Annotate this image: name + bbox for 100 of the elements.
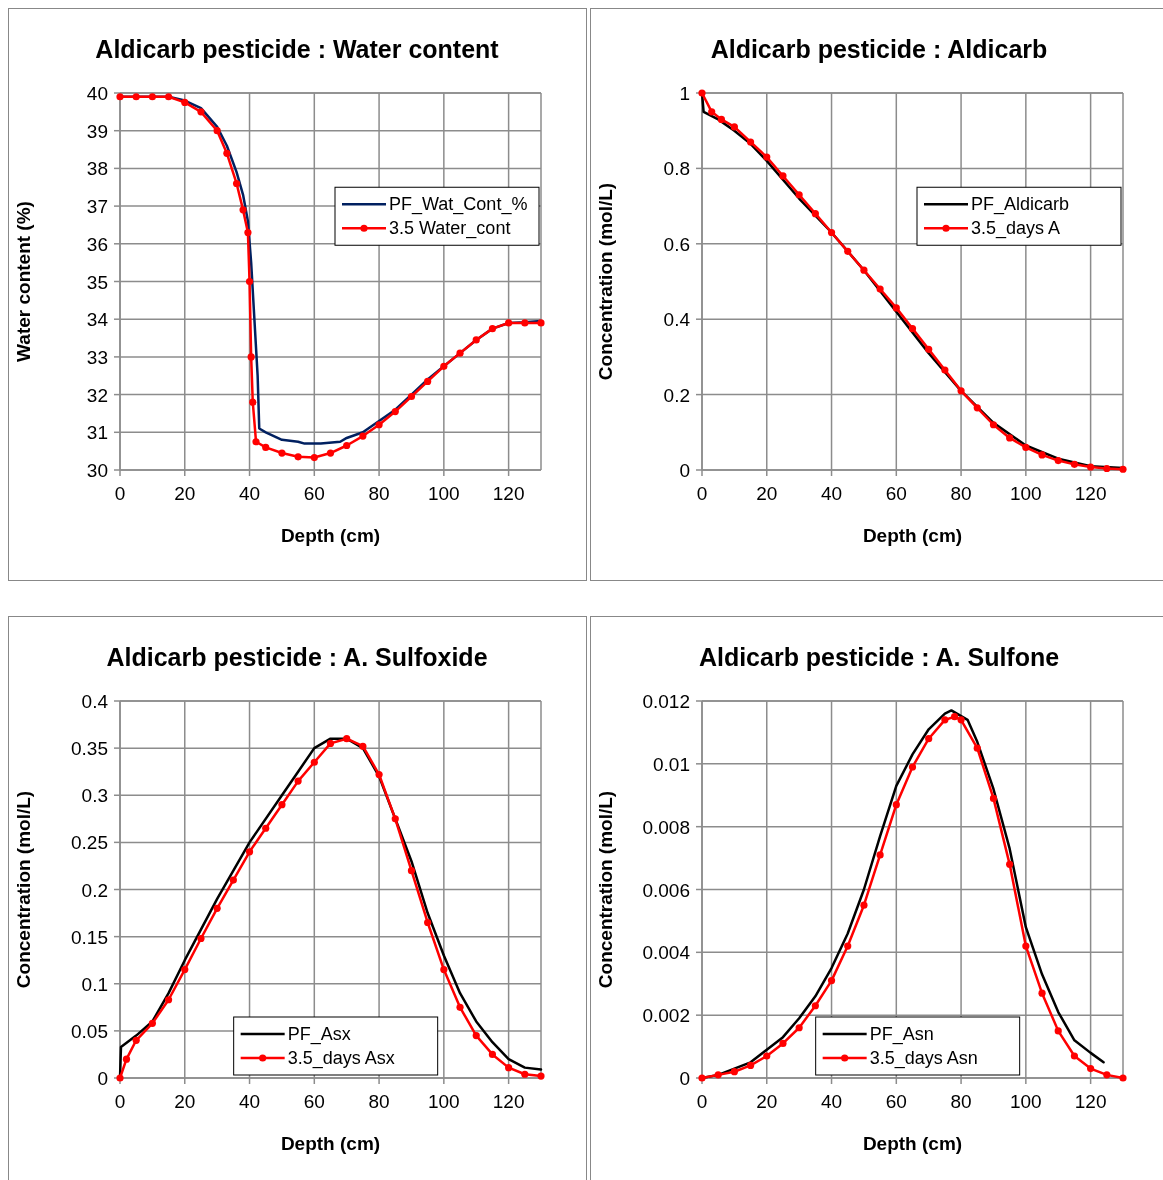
point [148,93,156,101]
y-tick-label: 0.4 [663,309,691,331]
point [122,1055,131,1063]
point [925,735,933,743]
x-tick-label: 80 [368,483,390,504]
y-tick-label: 0.3 [81,785,108,807]
point [1087,463,1095,471]
x-tick-label: 80 [368,1091,390,1112]
point [223,149,231,157]
point [440,362,448,370]
point [1022,443,1030,451]
point [521,1070,529,1078]
x-tick-label: 120 [1074,483,1107,504]
point [730,1068,738,1076]
x-tick-label: 40 [238,483,261,504]
y-axis-title: Concentration (mol/L) [595,182,616,381]
point [860,901,868,909]
point [245,277,254,286]
x-tick-label: 20 [174,483,196,504]
point [1006,434,1014,442]
y-tick-label: 40 [86,83,108,104]
point [957,716,965,724]
y-tick-label: 0.35 [71,738,108,760]
point [343,735,351,743]
y-tick-label: 33 [86,346,108,368]
point [908,325,917,333]
point [1103,1071,1111,1079]
x-tick-label: 0 [114,483,126,504]
point [795,191,803,199]
y-tick-label: 34 [86,309,109,331]
point [521,319,529,327]
point [245,848,254,856]
y-tick-label: 0.2 [81,879,108,901]
point [343,441,351,450]
x-tick-label: 60 [885,483,907,504]
point [957,387,965,395]
x-tick-label: 20 [756,483,778,504]
x-tick-label: 120 [492,1091,525,1112]
point [247,353,255,361]
point [1038,989,1046,997]
chart-title: Aldicarb pesticide : A. Sulfone [698,643,1060,671]
point [391,407,399,416]
y-tick-label: 0.6 [663,233,690,255]
y-tick-label: 39 [86,120,108,142]
point [132,93,140,101]
y-tick-label: 36 [86,233,108,255]
x-tick-label: 20 [756,1091,778,1112]
point [505,319,513,327]
x-tick-label: 100 [427,483,460,504]
x-tick-label: 40 [820,1091,843,1112]
x-tick-label: 60 [303,483,325,504]
point [941,716,949,724]
legend-label: 3.5 Water_cont [389,218,511,240]
y-tick-label: 0.008 [642,816,690,838]
point [537,319,545,327]
y-tick-label: 0.4 [81,691,109,712]
point [359,432,367,440]
y-tick-label: 0.15 [71,926,108,948]
point [440,966,448,974]
point [375,770,383,779]
point [1054,456,1062,465]
point [407,867,416,875]
point [505,1064,513,1072]
point [472,1031,480,1040]
chart-title: Aldicarb pesticide : Water content [95,35,500,63]
point [989,794,998,802]
point [294,453,302,461]
x-tick-label: 100 [427,1091,460,1112]
point [239,206,247,214]
point [375,421,383,429]
point [827,228,836,237]
x-axis-title: Depth (cm) [280,525,381,546]
y-tick-label: 1 [679,83,690,104]
point [746,1061,755,1070]
point [876,851,884,859]
point [310,758,318,766]
point [229,876,237,884]
chart-title: Aldicarb pesticide : Aldicarb [710,35,1048,63]
point [244,228,252,237]
point [326,739,335,748]
point [424,918,432,927]
point [730,123,738,131]
point [779,1039,787,1048]
point [249,398,257,406]
point [262,443,270,451]
point [1022,942,1030,950]
legend-label: PF_Aldicarb [971,194,1070,216]
point [488,1050,497,1059]
point [779,172,787,180]
y-tick-label: 35 [86,271,108,293]
legend-label: 3.5_days Asx [287,1048,395,1069]
y-tick-label: 32 [86,384,108,406]
x-tick-label: 0 [114,1091,126,1112]
point [1054,1027,1062,1035]
point [1119,1074,1127,1082]
point [213,904,221,912]
x-tick-label: 40 [238,1091,261,1112]
point [763,153,771,161]
point [326,449,335,457]
point [278,801,286,809]
